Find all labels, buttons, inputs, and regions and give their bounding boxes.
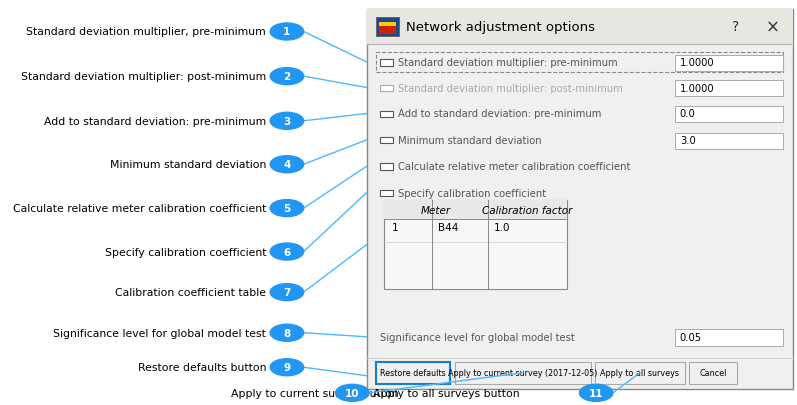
Text: Restore defaults: Restore defaults: [380, 368, 446, 377]
Text: Cancel: Cancel: [700, 368, 727, 377]
Text: 7: 7: [283, 288, 291, 297]
Text: Standard deviation multiplier, pre-minimum: Standard deviation multiplier, pre-minim…: [26, 28, 266, 37]
Text: Standard deviation multiplier: post-minimum: Standard deviation multiplier: post-mini…: [398, 83, 623, 93]
Text: Calculate relative meter calibration coefficient: Calculate relative meter calibration coe…: [398, 162, 631, 172]
Circle shape: [270, 359, 304, 376]
FancyBboxPatch shape: [455, 362, 591, 384]
FancyBboxPatch shape: [367, 10, 793, 45]
Circle shape: [270, 284, 304, 301]
Text: Specify calibration coefficient: Specify calibration coefficient: [398, 188, 547, 198]
FancyBboxPatch shape: [384, 200, 567, 220]
Text: Network adjustment options: Network adjustment options: [406, 21, 595, 34]
Text: Apply to all surveys button: Apply to all surveys button: [373, 388, 520, 398]
Text: Apply to current survey (2017-12-05): Apply to current survey (2017-12-05): [448, 368, 598, 377]
Text: Standard deviation multiplier: pre-minimum: Standard deviation multiplier: pre-minim…: [398, 58, 618, 68]
Text: Standard deviation multiplier: post-minimum: Standard deviation multiplier: post-mini…: [21, 72, 266, 82]
FancyBboxPatch shape: [376, 362, 450, 384]
FancyBboxPatch shape: [675, 133, 783, 149]
Circle shape: [270, 243, 304, 260]
Circle shape: [270, 156, 304, 173]
FancyBboxPatch shape: [380, 111, 393, 118]
Text: 0.05: 0.05: [680, 332, 702, 342]
Text: 3.0: 3.0: [680, 136, 696, 145]
Text: 6: 6: [283, 247, 291, 257]
Text: Calibration coefficient table: Calibration coefficient table: [116, 288, 266, 297]
Circle shape: [336, 384, 369, 401]
Text: 1.0000: 1.0000: [680, 83, 714, 93]
FancyBboxPatch shape: [675, 55, 783, 72]
Text: Specify calibration coefficient: Specify calibration coefficient: [104, 247, 266, 257]
Text: Calculate relative meter calibration coefficient: Calculate relative meter calibration coe…: [13, 204, 266, 213]
Text: 9: 9: [284, 362, 290, 372]
Text: 0.0: 0.0: [680, 109, 696, 119]
Text: Restore defaults button: Restore defaults button: [138, 362, 266, 372]
Text: 1: 1: [283, 28, 291, 37]
FancyBboxPatch shape: [380, 190, 393, 197]
Circle shape: [270, 68, 304, 85]
Circle shape: [579, 384, 613, 401]
Text: 1.0: 1.0: [494, 223, 511, 233]
Text: 1.0000: 1.0000: [680, 58, 714, 68]
Text: Significance level for global model test: Significance level for global model test: [380, 332, 575, 342]
FancyBboxPatch shape: [367, 10, 793, 389]
Text: 5: 5: [283, 204, 291, 213]
FancyBboxPatch shape: [595, 362, 685, 384]
Circle shape: [270, 324, 304, 341]
Text: Meter: Meter: [421, 205, 451, 215]
FancyBboxPatch shape: [675, 81, 783, 97]
FancyBboxPatch shape: [675, 107, 783, 123]
FancyBboxPatch shape: [689, 362, 737, 384]
FancyBboxPatch shape: [380, 138, 393, 144]
Text: B44: B44: [438, 223, 459, 233]
Text: Calibration factor: Calibration factor: [482, 205, 573, 215]
FancyBboxPatch shape: [379, 23, 396, 27]
Text: 11: 11: [589, 388, 603, 398]
FancyBboxPatch shape: [376, 18, 398, 37]
Text: Apply to all surveys: Apply to all surveys: [600, 368, 680, 377]
Circle shape: [270, 113, 304, 130]
Text: 3: 3: [283, 117, 291, 126]
Text: Minimum standard deviation: Minimum standard deviation: [398, 136, 542, 145]
Circle shape: [270, 200, 304, 217]
Text: Apply to current survey button: Apply to current survey button: [231, 388, 398, 398]
Text: 8: 8: [283, 328, 291, 338]
FancyBboxPatch shape: [380, 85, 393, 92]
FancyBboxPatch shape: [380, 60, 393, 66]
Text: 1: 1: [392, 223, 398, 233]
Text: 2: 2: [283, 72, 291, 82]
Text: 4: 4: [283, 160, 291, 170]
Text: Minimum standard deviation: Minimum standard deviation: [110, 160, 266, 170]
FancyBboxPatch shape: [384, 200, 567, 290]
Text: Significance level for global model test: Significance level for global model test: [53, 328, 266, 338]
Text: ×: ×: [766, 18, 780, 36]
Circle shape: [270, 24, 304, 41]
FancyBboxPatch shape: [675, 330, 783, 346]
FancyBboxPatch shape: [380, 164, 393, 171]
Text: 10: 10: [345, 388, 359, 398]
Text: ?: ?: [732, 20, 740, 34]
Text: Add to standard deviation: pre-minimum: Add to standard deviation: pre-minimum: [44, 117, 266, 126]
Text: Add to standard deviation: pre-minimum: Add to standard deviation: pre-minimum: [398, 109, 602, 119]
FancyBboxPatch shape: [379, 24, 396, 35]
